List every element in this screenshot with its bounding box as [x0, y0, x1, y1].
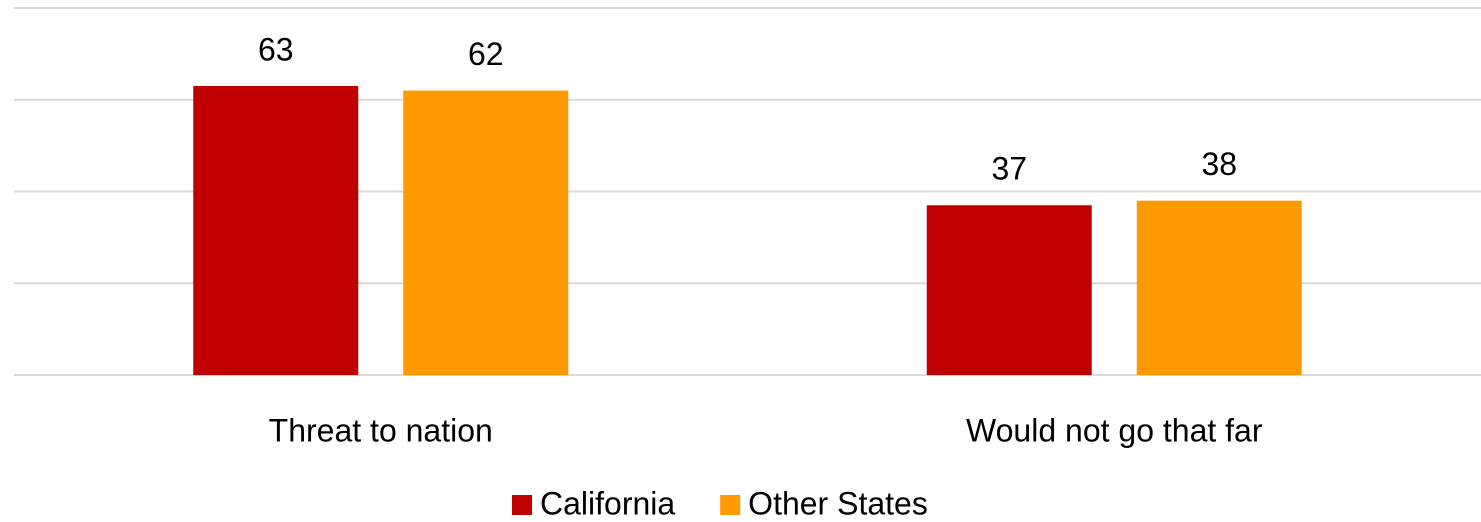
bar: [193, 85, 359, 376]
data-label: 63: [258, 31, 294, 67]
legend-label: Other States: [748, 485, 928, 521]
legend-label: California: [540, 485, 675, 521]
bar: [926, 205, 1092, 375]
data-label: 38: [1201, 146, 1237, 182]
data-label: 62: [468, 36, 504, 72]
bar: [403, 90, 569, 375]
legend-swatch: [720, 495, 741, 515]
bar: [1136, 200, 1302, 375]
x-tick-label: Would not go that far: [966, 412, 1263, 448]
data-label: 37: [991, 151, 1027, 187]
legend-swatch: [512, 495, 532, 515]
x-tick-label: Threat to nation: [269, 412, 493, 448]
